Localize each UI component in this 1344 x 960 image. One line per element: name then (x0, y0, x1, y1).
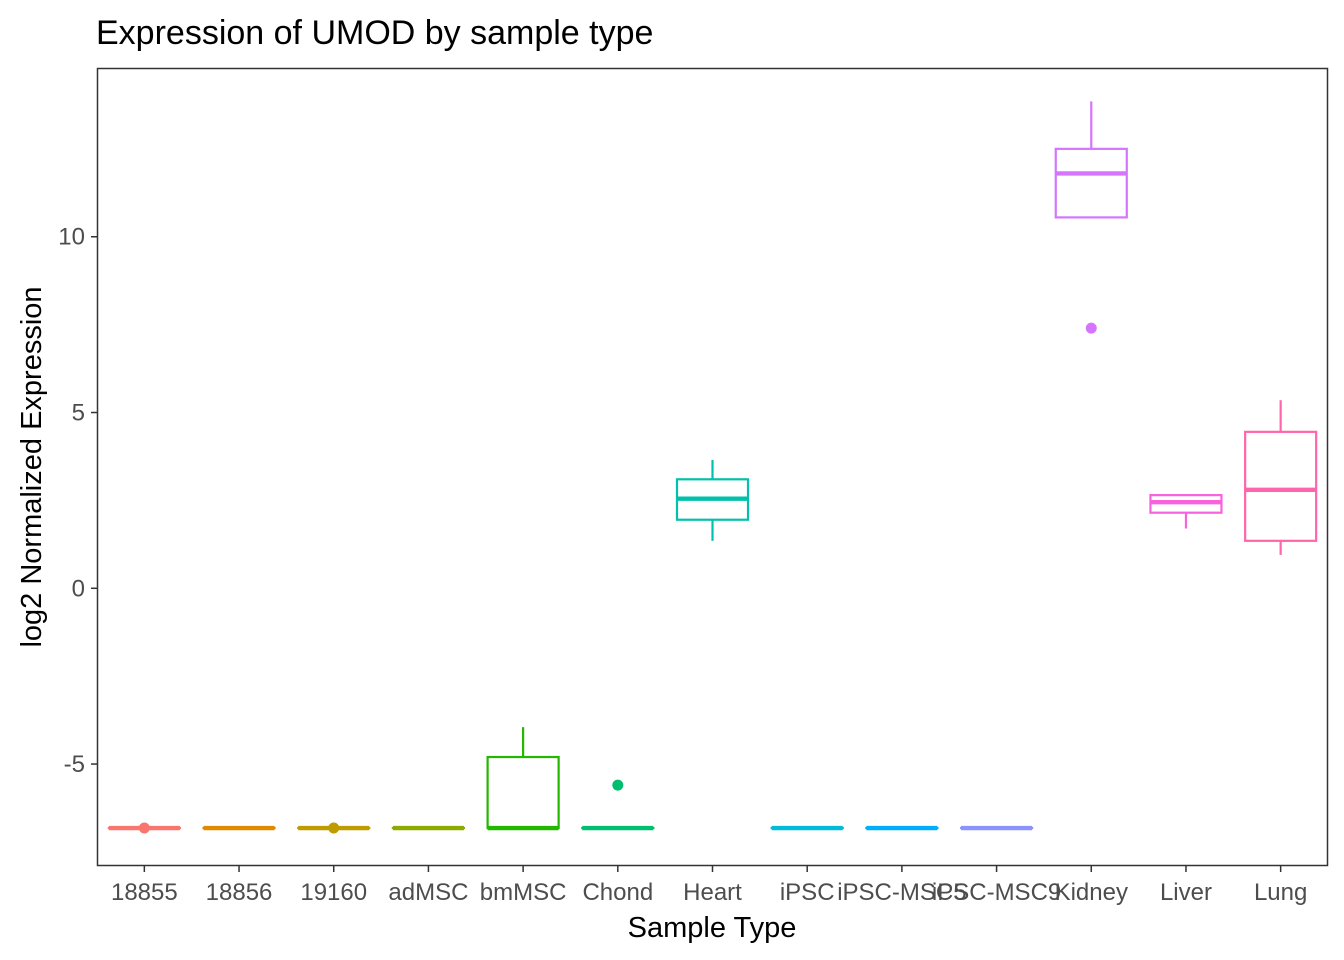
box-bmMSC (486, 727, 560, 831)
x-tick-label: Kidney (1055, 879, 1128, 906)
x-tick-label: 18856 (206, 879, 273, 906)
x-tick-label: iPSC-MSC5 (837, 879, 966, 906)
x-tick-label: adMSC (388, 879, 468, 906)
x-tick-label: 19160 (300, 879, 367, 906)
box-iqr (1054, 147, 1128, 219)
y-tick-label: 0 (72, 575, 85, 602)
y-axis-title: log2 Normalized Expression (16, 286, 48, 647)
x-axis-title: Sample Type (628, 912, 797, 944)
outlier-point (612, 779, 624, 791)
box-18855 (107, 822, 181, 834)
box-Lung (1244, 400, 1318, 555)
x-tick-label: iPSC-MSC9 (932, 879, 1061, 906)
y-axis: -5 0 5 10 (58, 224, 97, 778)
outlier-point (1085, 322, 1097, 334)
y-tick-label: -5 (64, 751, 85, 778)
outlier-point (138, 822, 150, 834)
box-iqr (1244, 430, 1318, 542)
box-Kidney (1054, 101, 1128, 334)
chart-title: Expression of UMOD by sample type (96, 14, 653, 52)
box-19160 (297, 822, 371, 834)
x-tick-label: 18855 (111, 879, 178, 906)
x-tick-label: bmMSC (480, 879, 567, 906)
box-Heart (675, 459, 750, 541)
box-Chond (581, 779, 655, 831)
box-iqr (486, 755, 560, 830)
x-tick-label: Lung (1254, 879, 1307, 906)
x-tick-label: Chond (582, 879, 653, 906)
y-tick-label: 10 (58, 224, 85, 251)
outlier-point (328, 822, 340, 834)
y-tick-label: 5 (72, 400, 85, 427)
box-Liver (1149, 494, 1223, 529)
x-tick-label: Liver (1160, 879, 1212, 906)
plot-marks (107, 101, 1318, 834)
x-tick-label: Heart (683, 879, 742, 906)
x-axis: 18855 18856 19160 adMSC bmMSC Chond Heart iPSC i… (111, 866, 1307, 906)
x-tick-label: iPSC (780, 879, 835, 906)
